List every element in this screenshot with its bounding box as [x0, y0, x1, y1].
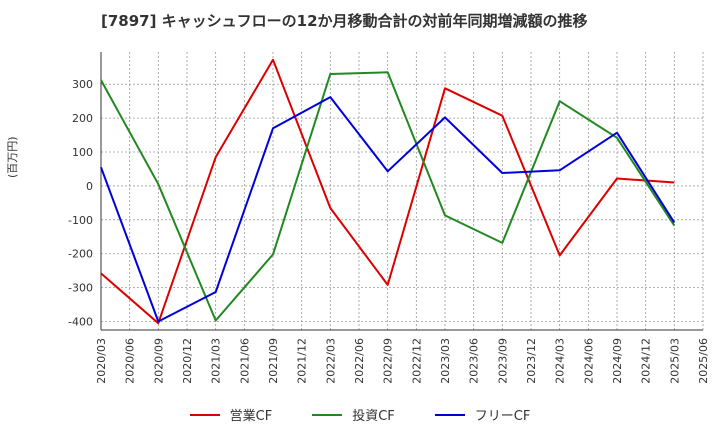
legend-swatch-investing-cf: [312, 413, 343, 416]
x-tick-label: 2020/03: [95, 338, 108, 384]
x-tick-label: 2024/03: [554, 338, 567, 384]
y-tick-label: 0: [86, 180, 93, 193]
y-tick-label: 100: [72, 146, 93, 159]
legend-label-free-cf: フリーCF: [474, 409, 531, 424]
y-tick-label: -200: [68, 248, 93, 261]
chart-title: [7897] キャッシュフローの12か月移動合計の対前年同期増減額の推移: [101, 12, 588, 30]
x-tick-label: 2022/06: [353, 338, 366, 384]
y-tick-label: 200: [72, 112, 93, 125]
x-tick-label: 2024/09: [611, 338, 624, 384]
legend-item-operating-cf: 営業CF: [189, 405, 273, 424]
legend-item-free-cf: フリーCF: [434, 405, 531, 424]
legend-label-operating-cf: 営業CF: [229, 409, 273, 424]
grid-layer: [100, 52, 704, 330]
x-tick-label: 2020/06: [124, 338, 137, 384]
x-tick-label: 2023/12: [525, 338, 538, 384]
y-tick-label: 300: [72, 78, 93, 91]
series-layer: [100, 58, 676, 325]
x-tick-label: 2021/12: [296, 338, 309, 384]
x-tick-label: 2023/03: [439, 338, 452, 384]
legend-swatch-operating-cf: [189, 413, 220, 416]
axis-layer: [100, 52, 703, 331]
y-tick-label: -300: [68, 282, 93, 295]
x-tick-label: 2024/12: [640, 338, 653, 384]
x-tick-label: 2024/06: [582, 338, 595, 384]
x-tick-label: 2022/03: [324, 338, 337, 384]
y-tick-label: -400: [68, 316, 93, 329]
x-tick-label: 2021/06: [238, 338, 251, 384]
x-tick-label: 2023/09: [496, 338, 509, 384]
x-tick-label: 2020/09: [152, 338, 165, 384]
y-tick-label: -100: [68, 214, 93, 227]
plot-area: [101, 52, 703, 330]
x-tick-label: 2021/09: [267, 338, 280, 384]
x-tick-label: 2022/12: [410, 338, 423, 384]
x-tick-label: 2023/06: [468, 338, 481, 384]
legend-item-investing-cf: 投資CF: [312, 405, 395, 424]
x-tick-label: 2025/03: [668, 338, 681, 384]
legend: 営業CF 投資CF フリーCF: [0, 405, 720, 424]
x-tick-label: 2021/03: [210, 338, 223, 384]
legend-swatch-free-cf: [434, 413, 465, 416]
x-tick-label: 2025/06: [697, 338, 710, 384]
x-tick-label: 2022/09: [382, 338, 395, 384]
x-tick-label: 2020/12: [181, 338, 194, 384]
legend-label-investing-cf: 投資CF: [352, 409, 395, 424]
